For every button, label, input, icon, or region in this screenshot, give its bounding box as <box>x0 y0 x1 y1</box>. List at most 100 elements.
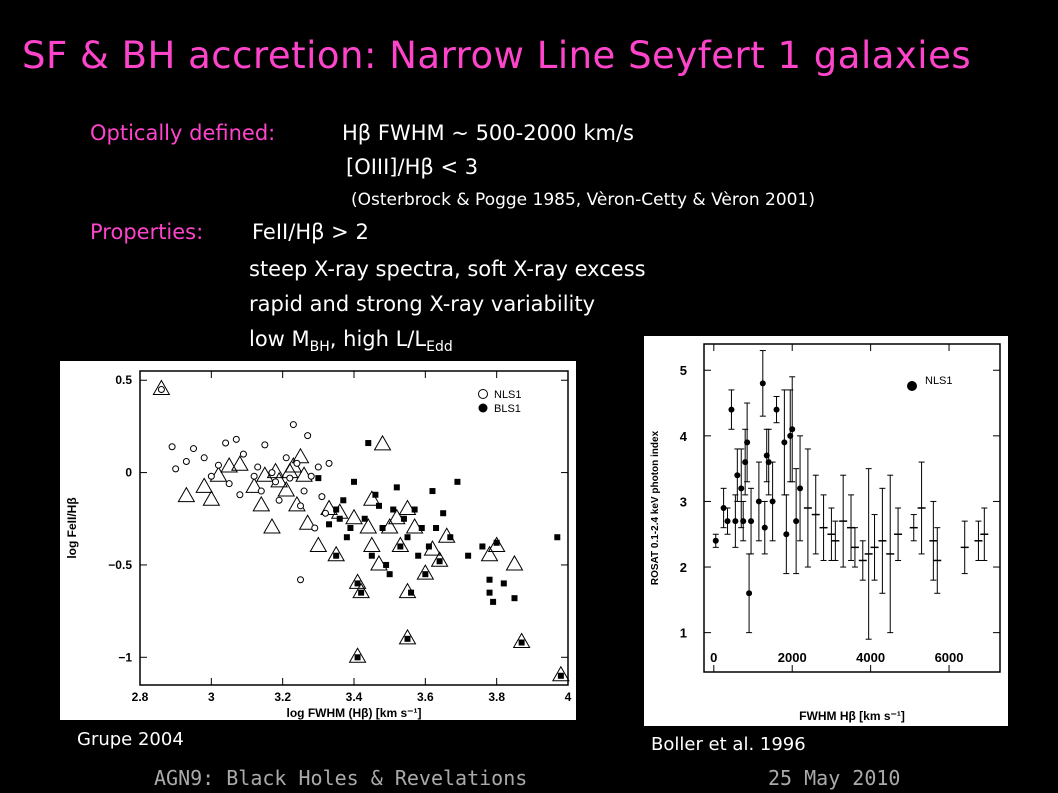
caption-grupe: Grupe 2004 <box>77 729 184 750</box>
caption-boller: Boller et al. 1996 <box>651 734 806 755</box>
triangle-marker <box>552 665 570 682</box>
triangle-marker <box>309 536 328 552</box>
nls1-point <box>289 421 297 429</box>
triangle-marker <box>391 536 410 552</box>
bls1-point <box>368 552 375 559</box>
nls1-point <box>261 441 269 449</box>
property-4-sub-bh: BH <box>309 339 330 356</box>
bls1-point <box>447 534 454 541</box>
nls1-point <box>314 463 322 471</box>
triangle-marker <box>398 499 417 516</box>
bls1-point <box>358 589 365 596</box>
triangle-marker <box>398 628 417 645</box>
triangle-marker <box>373 434 392 451</box>
nls1-point <box>307 472 315 480</box>
bls1-point <box>440 510 447 517</box>
bls1-point <box>379 525 386 531</box>
bls1-point <box>486 589 493 596</box>
nls1-point <box>168 443 176 451</box>
triangle-marker <box>362 536 381 552</box>
triangle-marker <box>277 481 296 497</box>
bls1-point <box>383 561 390 568</box>
x-tick-label: 3 <box>208 690 215 704</box>
nls1-point <box>311 524 319 532</box>
nls1-point <box>720 505 727 511</box>
x-tick-label: 0 <box>710 650 717 665</box>
triangle-marker <box>352 582 370 599</box>
footer-conference: AGN9: Black Holes & Revelations <box>154 766 528 790</box>
bls1-point <box>333 552 340 559</box>
bls1-point <box>425 543 432 550</box>
triangle-marker <box>209 466 228 482</box>
bls1-point <box>554 534 561 541</box>
triangle-marker <box>505 554 524 571</box>
triangle-marker <box>359 517 378 534</box>
bls1-point <box>454 478 461 485</box>
bls1-point <box>326 521 333 528</box>
bls1-point <box>411 506 418 513</box>
nls1-point <box>257 487 265 495</box>
property-1: FeII/Hβ > 2 <box>252 220 369 244</box>
triangle-marker <box>487 536 506 552</box>
x-tick-label: 3.6 <box>417 690 434 704</box>
y-axis-label: ROSAT 0.1-2.4 keV photon index <box>650 430 661 585</box>
y-axis-label: log FeII/Hβ <box>65 497 79 558</box>
legend-nls1-marker <box>478 389 488 399</box>
nls1-point <box>232 435 240 443</box>
y-tick-label: 5 <box>680 363 687 378</box>
triangle-marker <box>195 477 214 493</box>
nls1-point <box>222 439 230 447</box>
bls1-point <box>351 478 357 485</box>
nls1-point <box>789 426 796 433</box>
nls1-point <box>318 493 326 501</box>
nls1-point <box>300 487 308 495</box>
nls1-point <box>783 531 790 538</box>
bls1-point <box>404 534 411 541</box>
properties-label: Properties: <box>90 220 204 244</box>
nls1-point <box>773 406 780 413</box>
bls1-point <box>486 576 493 583</box>
bls1-point <box>433 525 440 531</box>
property-3: rapid and strong X-ray variability <box>249 292 596 316</box>
legend-nls1-label: NLS1 <box>494 389 522 401</box>
bls1-point <box>557 672 564 679</box>
triangle-marker <box>416 564 435 580</box>
nls1-point <box>769 498 776 505</box>
triangle-marker <box>348 573 367 589</box>
triangle-marker <box>252 495 271 512</box>
bls1-point <box>372 491 379 498</box>
bls1-point <box>347 525 354 531</box>
nls1-point <box>293 459 301 467</box>
bls1-point <box>397 543 404 550</box>
x-tick-label: 3.4 <box>346 690 363 704</box>
photon-index-chart-panel: 0 2000 4000 6000 1 2 3 4 5 FWHM Hβ [km s⁻¹] ROSAT … <box>644 336 1008 726</box>
nls1-point <box>304 432 312 440</box>
triangle-marker <box>480 545 499 562</box>
nls1-point <box>297 502 304 510</box>
nls1-point <box>746 590 753 597</box>
optical-reference: (Osterbrock & Pogge 1985, Vèron-Cetty & … <box>351 190 815 210</box>
bls1-point <box>386 571 393 578</box>
property-4-text-a: low M <box>249 327 310 351</box>
bls1-point <box>336 515 343 522</box>
triangle-marker <box>348 647 367 663</box>
triangle-marker <box>327 545 346 562</box>
bls1-point <box>354 654 361 661</box>
y-tick-label: 0.5 <box>115 373 132 387</box>
triangle-marker <box>152 379 171 395</box>
x-tick-label: 2.8 <box>132 690 149 704</box>
bls1-point <box>343 534 350 541</box>
y-tick-label: 1 <box>680 626 687 641</box>
x-tick-label: 3.2 <box>274 690 291 704</box>
nls1-point <box>712 537 719 544</box>
bls1-point <box>393 484 400 491</box>
x-axis-label: FWHM Hβ [km s⁻¹] <box>799 709 905 723</box>
triangle-marker <box>380 517 399 534</box>
y-tick-label: 4 <box>680 429 688 444</box>
nls1-point <box>724 518 731 525</box>
bls1-point <box>436 558 443 565</box>
nls1-point <box>325 459 333 467</box>
x-tick-label: 6000 <box>935 650 964 665</box>
optical-criterion-1: Hβ FWHM ~ 500-2000 km/s <box>342 121 634 145</box>
bls1-point <box>418 525 425 531</box>
